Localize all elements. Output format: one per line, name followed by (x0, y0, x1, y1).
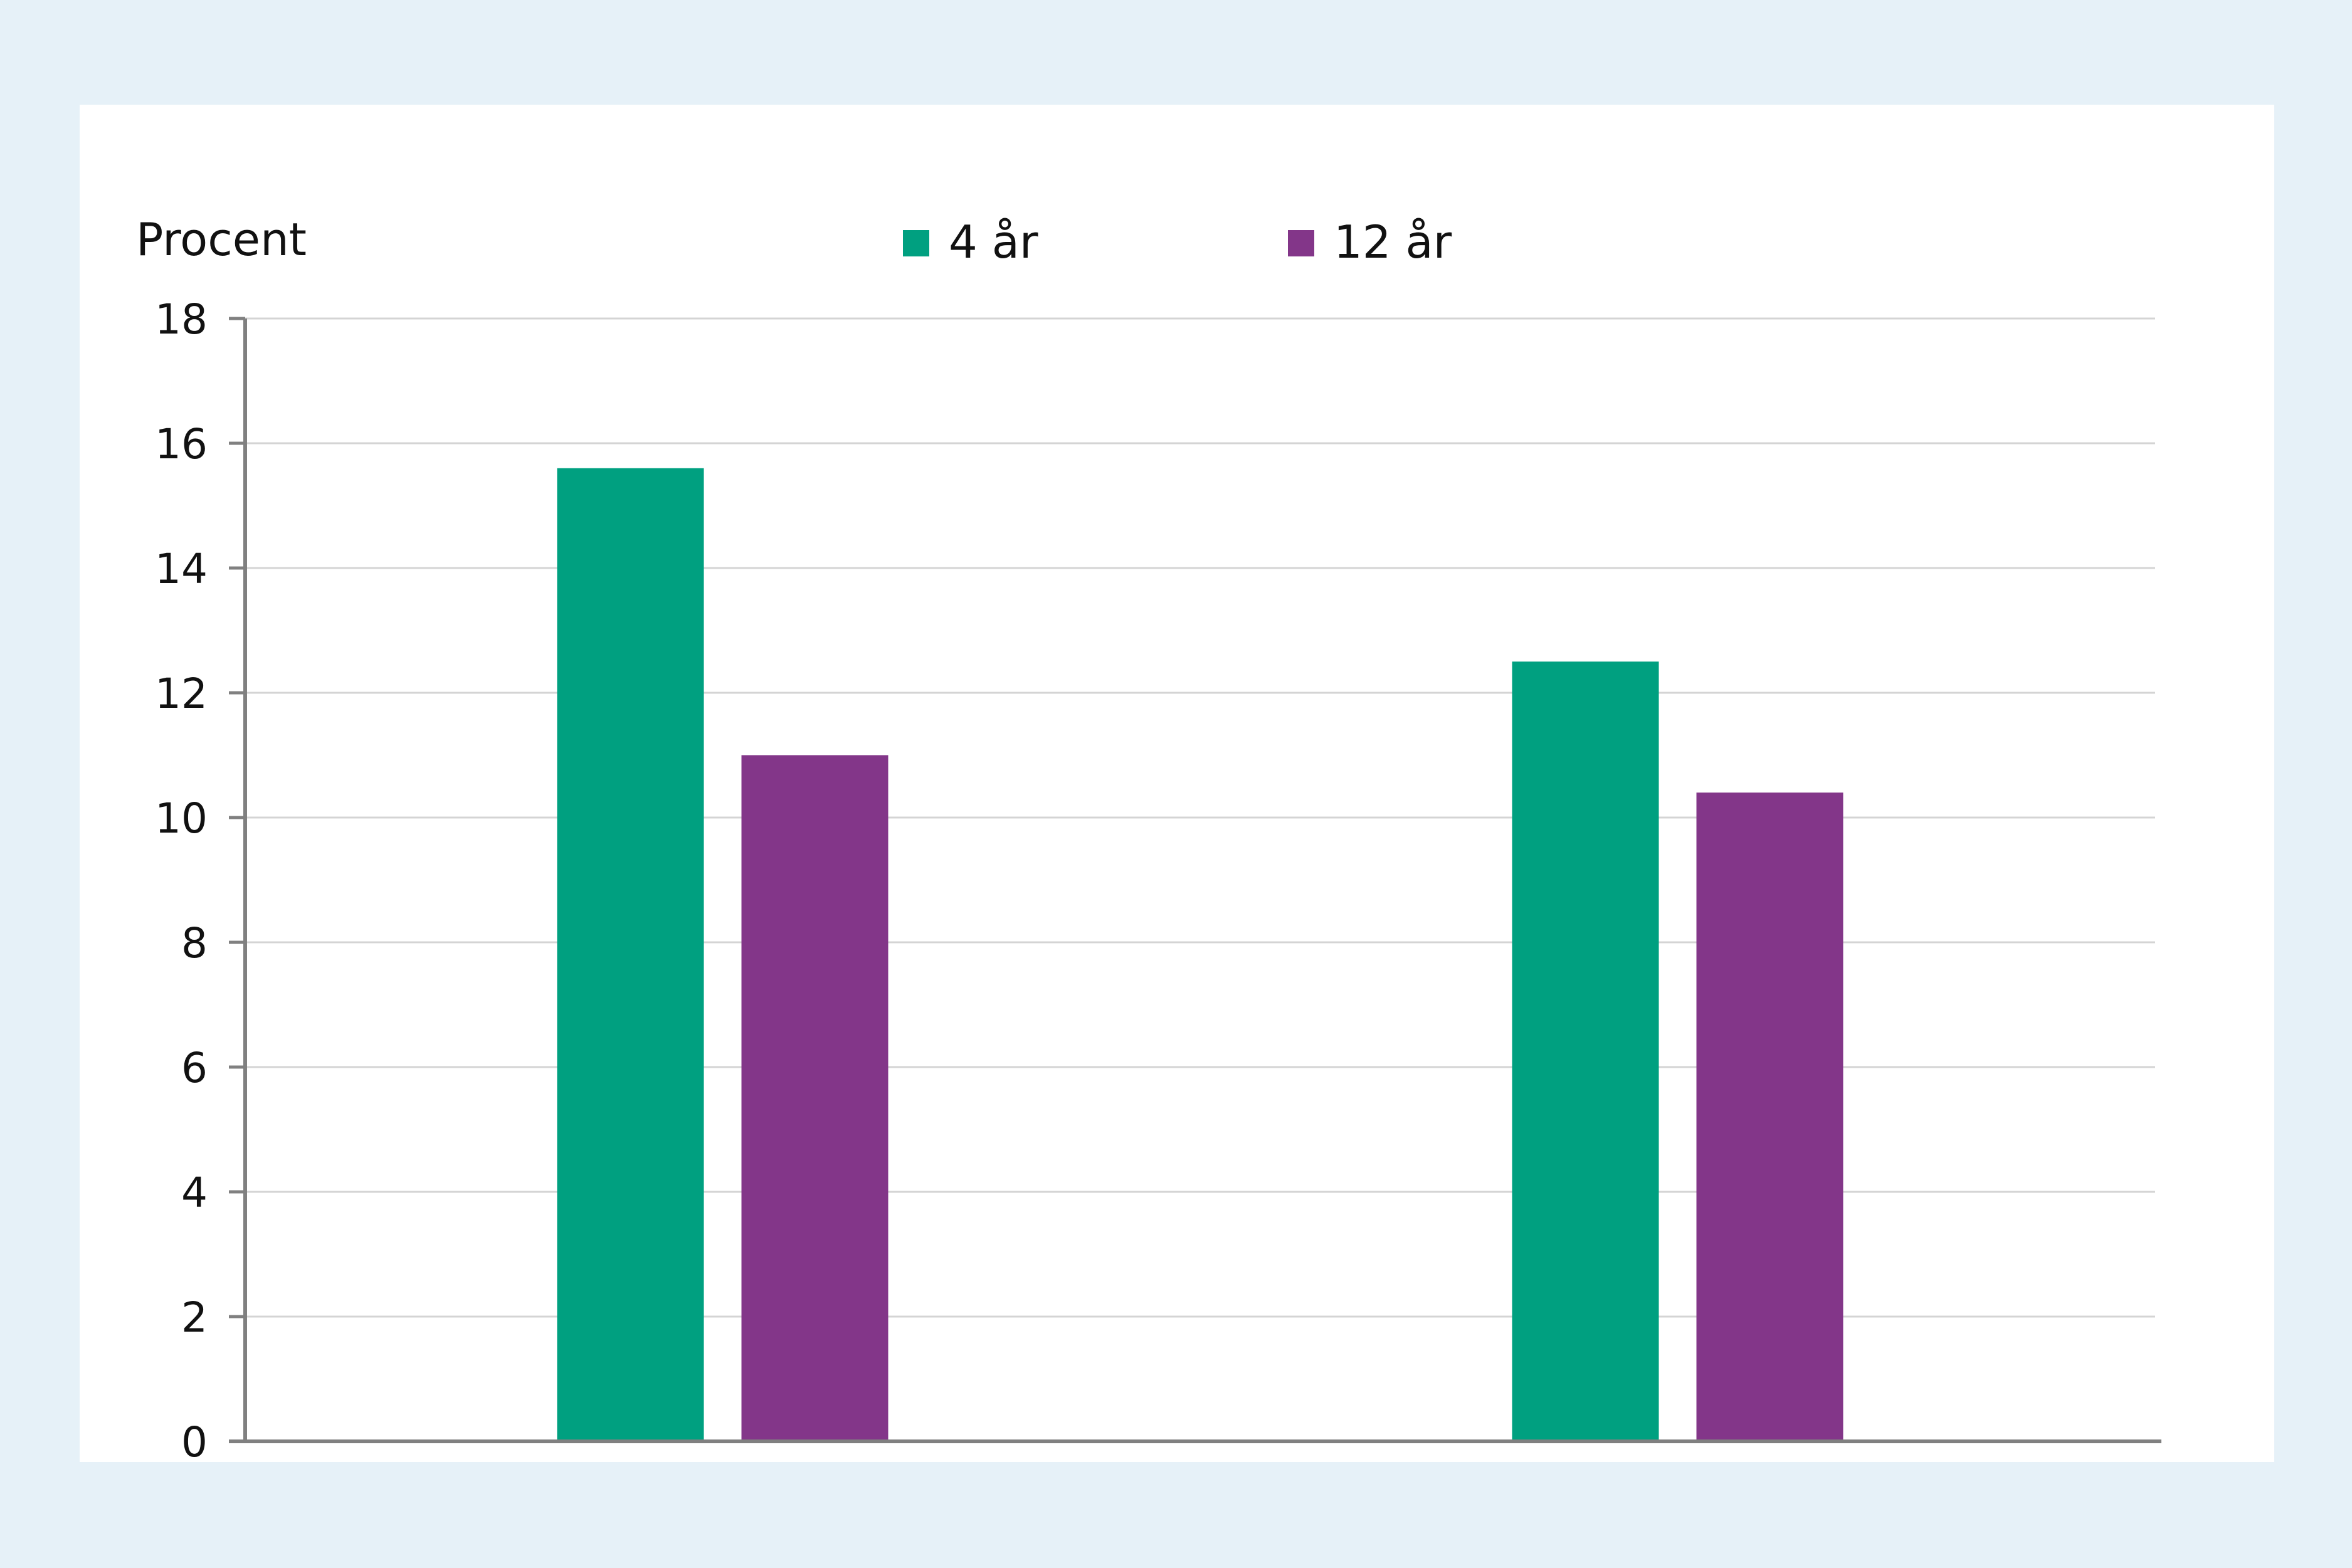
y-tick-label-6: 6 (181, 1044, 208, 1092)
bar-chart: 024681012141618FlickorPojkar Procent 4 å… (136, 213, 2161, 1462)
y-tick-label-18: 18 (155, 295, 208, 344)
axes: 024681012141618FlickorPojkar (155, 295, 2161, 1462)
chart-panel: 024681012141618FlickorPojkar Procent 4 å… (80, 105, 2274, 1462)
bar-pojkar-series-0 (1512, 661, 1659, 1441)
legend-label-1: 12 år (1334, 216, 1452, 268)
bar-flickor-series-1 (741, 755, 889, 1441)
bars (557, 468, 1843, 1441)
y-tick-label-8: 8 (181, 919, 208, 967)
bar-pojkar-series-1 (1696, 792, 1843, 1441)
y-tick-label-10: 10 (155, 794, 208, 843)
y-tick-label-0: 0 (181, 1418, 208, 1462)
y-tick-label-14: 14 (155, 545, 208, 593)
legend-label-0: 4 år (949, 216, 1038, 268)
y-tick-label-4: 4 (181, 1169, 208, 1217)
legend: 4 år 12 år (903, 216, 1452, 268)
gridlines (245, 317, 2155, 1318)
y-tick-label-2: 2 (181, 1293, 208, 1342)
legend-swatch-0 (903, 230, 929, 256)
legend-swatch-1 (1288, 230, 1314, 256)
bar-flickor-series-0 (557, 468, 704, 1441)
y-axis-label: Procent (136, 213, 307, 266)
y-tick-label-12: 12 (155, 670, 208, 718)
y-tick-label-16: 16 (155, 420, 208, 468)
